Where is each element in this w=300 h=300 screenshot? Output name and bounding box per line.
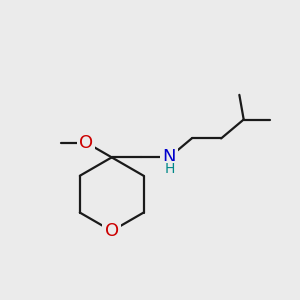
Text: O: O	[105, 222, 119, 240]
Text: N: N	[162, 148, 176, 166]
Text: H: H	[164, 162, 175, 176]
Text: O: O	[79, 134, 93, 152]
